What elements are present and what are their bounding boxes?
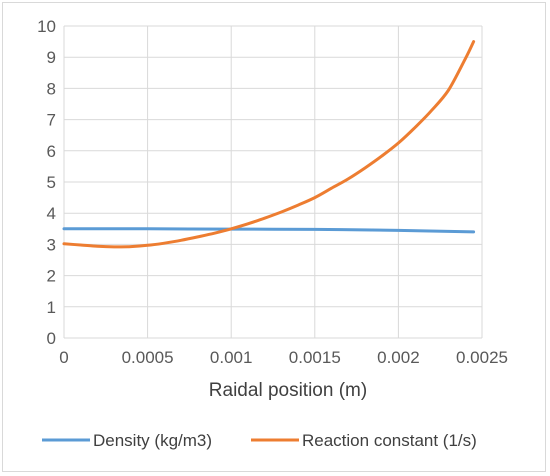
x-axis-title: Raidal position (m) [209,380,367,401]
y-tick-label: 5 [47,173,56,192]
x-tick-label: 0.0015 [289,348,341,367]
y-tick-label: 10 [37,17,56,36]
y-tick-label: 6 [47,142,56,161]
series-line-0 [62,227,476,234]
grid-lines [63,25,483,339]
y-tick-label: 7 [47,111,56,130]
x-tick-label: 0.0005 [122,348,174,367]
x-tick-label: 0.002 [377,348,420,367]
series-line-1 [62,40,476,249]
y-tick-label: 0 [47,329,56,348]
series-lines [62,40,476,249]
x-tick-label: 0.001 [210,348,253,367]
y-tick-label: 1 [47,298,56,317]
y-tick-label: 9 [47,48,56,67]
y-tick-label: 8 [47,79,56,98]
y-axis-ticks: 0 1 2 3 4 5 6 7 8 9 10 [37,17,56,348]
x-tick-label: 0.0025 [456,348,508,367]
legend-label: Density (kg/m3) [93,431,212,450]
legend: Density (kg/m3) Reaction constant (1/s) [42,431,477,450]
y-tick-label: 3 [47,235,56,254]
x-axis-ticks: 0 0.0005 0.001 0.0015 0.002 0.0025 [59,348,508,367]
legend-label: Reaction constant (1/s) [302,431,477,450]
x-tick-label: 0 [59,348,68,367]
y-tick-label: 4 [47,204,56,223]
y-tick-label: 2 [47,267,56,286]
